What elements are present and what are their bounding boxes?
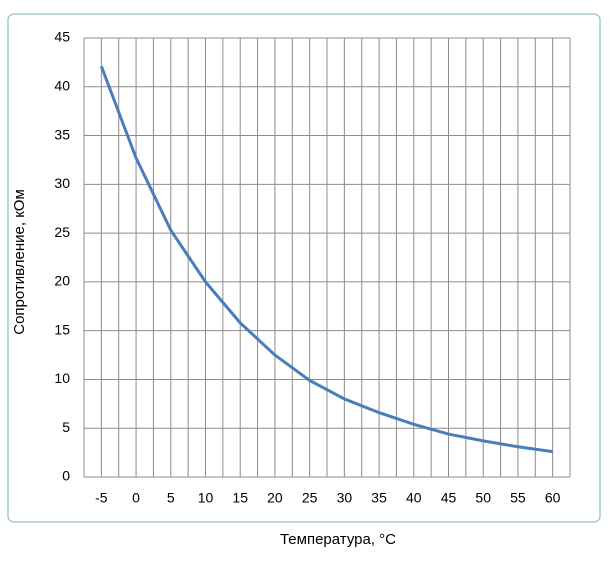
- chart-frame: [7, 13, 601, 523]
- x-tick-label: 30: [337, 490, 353, 506]
- x-tick-label: 55: [510, 490, 526, 506]
- x-tick-label: 50: [475, 490, 491, 506]
- x-tick-label: 5: [167, 490, 175, 506]
- y-tick-label: 10: [54, 370, 70, 386]
- x-tick-label: 0: [132, 490, 140, 506]
- y-tick-label: 0: [62, 468, 70, 484]
- x-tick-label: 10: [198, 490, 214, 506]
- x-tick-label: 45: [441, 490, 457, 506]
- y-tick-label: 15: [54, 321, 70, 337]
- y-tick-label: 5: [62, 419, 70, 435]
- x-tick-label: 25: [302, 490, 318, 506]
- x-tick-label: 20: [267, 490, 283, 506]
- x-tick-label: 15: [232, 490, 248, 506]
- y-tick-label: 40: [54, 77, 70, 93]
- x-tick-label: 60: [545, 490, 561, 506]
- y-tick-label: 20: [54, 273, 70, 289]
- data-line: [99, 65, 553, 454]
- y-tick-label: 25: [54, 224, 70, 240]
- x-tick-label: 40: [406, 490, 422, 506]
- y-axis-title: Сопротивление, кОм: [11, 189, 28, 335]
- x-tick-label: -5: [95, 490, 108, 506]
- y-tick-label: 30: [54, 175, 70, 191]
- x-tick-label: 35: [371, 490, 387, 506]
- y-tick-label: 35: [54, 126, 70, 142]
- y-tick-label: 45: [54, 29, 70, 45]
- x-axis-title: Температура, °C: [280, 531, 396, 548]
